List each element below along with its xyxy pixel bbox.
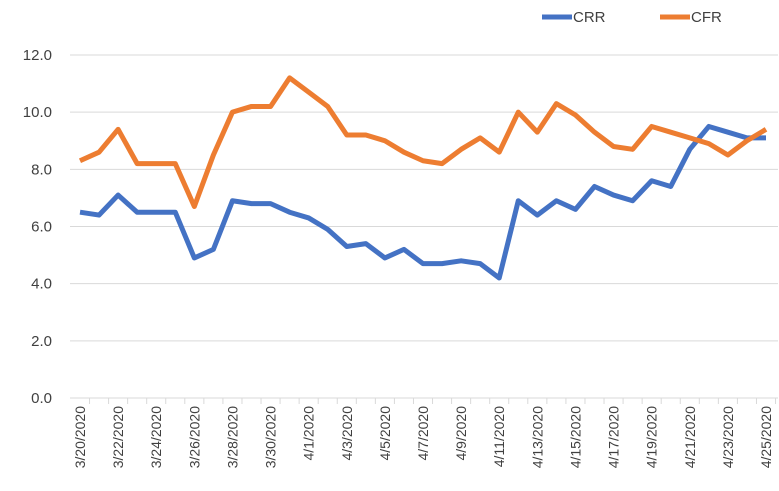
y-tick-label: 8.0 xyxy=(31,161,52,178)
x-tick-label: 3/22/2020 xyxy=(110,406,126,468)
x-tick-label: 4/5/2020 xyxy=(377,406,393,461)
x-tick-label: 3/30/2020 xyxy=(263,406,279,468)
line-series xyxy=(78,75,768,209)
y-tick-label: 6.0 xyxy=(31,219,52,236)
x-tick-label: 4/1/2020 xyxy=(301,406,317,461)
legend-label: CRR xyxy=(573,9,606,26)
y-tick-label: 4.0 xyxy=(31,276,52,293)
x-tick-label: 3/28/2020 xyxy=(224,406,240,468)
x-tick-label: 4/25/2020 xyxy=(758,406,774,468)
line-series xyxy=(79,123,766,281)
y-tick-label: 10.0 xyxy=(23,104,52,121)
x-tick-label: 4/7/2020 xyxy=(415,406,431,461)
x-tick-label: 4/19/2020 xyxy=(644,406,660,468)
x-tick-label: 3/24/2020 xyxy=(148,406,164,468)
x-tick-label: 4/11/2020 xyxy=(491,406,507,467)
x-tick-label: 4/15/2020 xyxy=(567,406,583,468)
x-tick-label: 4/13/2020 xyxy=(529,406,545,468)
x-tick-label: 4/17/2020 xyxy=(606,406,622,468)
x-tick-label: 4/9/2020 xyxy=(453,406,469,461)
x-tick-label: 4/21/2020 xyxy=(682,406,698,468)
y-tick-label: 0.0 xyxy=(31,390,52,407)
legend-label: CFR xyxy=(691,9,722,26)
x-tick-label: 4/3/2020 xyxy=(339,406,355,461)
y-tick-label: 12.0 xyxy=(23,47,52,64)
x-tick-label: 3/26/2020 xyxy=(186,406,202,468)
y-tick-label: 2.0 xyxy=(31,333,52,350)
x-tick-label: 3/20/2020 xyxy=(72,406,88,468)
x-tick-label: 4/23/2020 xyxy=(720,406,736,468)
